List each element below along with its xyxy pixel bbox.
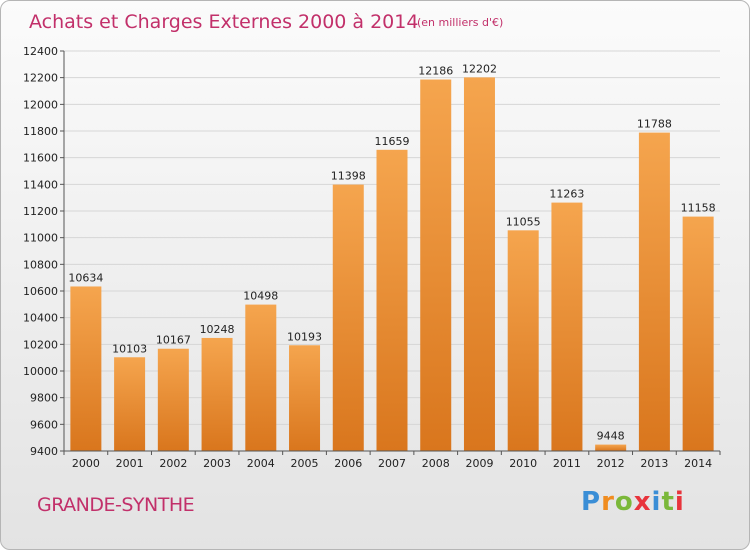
y-tick-label: 10800 <box>23 258 58 271</box>
x-tick-label: 2004 <box>247 457 275 470</box>
y-tick-label: 9800 <box>30 392 58 405</box>
bar-2008 <box>420 79 452 452</box>
y-tick-label: 12200 <box>23 72 58 85</box>
data-label-2002: 10167 <box>156 334 191 347</box>
y-tick-label: 12400 <box>23 45 58 58</box>
x-tick-label: 2012 <box>597 457 625 470</box>
logo-letter: t <box>661 487 675 517</box>
data-label-2001: 10103 <box>112 342 147 355</box>
logo-letter: i <box>674 487 685 517</box>
logo-letter: P <box>581 487 602 517</box>
axis-layer: 9400 9600 9800 10000 10200 10400 10600 10800 110… <box>23 45 721 470</box>
data-label-2008: 12186 <box>418 65 453 78</box>
y-tick-label: 11600 <box>23 152 58 165</box>
bar-2011 <box>551 202 583 451</box>
bar-2001 <box>114 357 146 451</box>
logo-letter: i <box>651 487 662 517</box>
x-tick-label: 2000 <box>72 457 100 470</box>
bar-2000 <box>70 286 102 451</box>
commune-name: GRANDE-SYNTHE <box>37 494 195 516</box>
data-label-2009: 12202 <box>462 62 497 75</box>
logo-letter: r <box>601 487 615 517</box>
y-tick-label: 9400 <box>30 445 58 458</box>
x-tick-label: 2011 <box>553 457 581 470</box>
proxiti-logo: Proxiti <box>581 487 685 517</box>
data-label-2013: 11788 <box>637 118 672 131</box>
bar-2004 <box>245 304 277 451</box>
data-label-2012: 9448 <box>597 430 625 443</box>
x-tick-label: 2006 <box>334 457 362 470</box>
x-tick-label: 2014 <box>684 457 712 470</box>
bar-2010 <box>507 230 539 451</box>
data-label-2003: 10248 <box>200 323 235 336</box>
y-tick-label: 11000 <box>23 232 58 245</box>
y-tick-label: 11800 <box>23 125 58 138</box>
bar-2013 <box>638 132 670 451</box>
bar-2002 <box>157 348 189 451</box>
bar-2012 <box>595 444 627 451</box>
data-label-2010: 11055 <box>506 215 541 228</box>
bar-2005 <box>289 345 321 451</box>
x-tick-label: 2007 <box>378 457 406 470</box>
chart-title: Achats et Charges Externes 2000 à 2014 <box>29 11 418 33</box>
data-label-2014: 11158 <box>681 202 716 215</box>
bar-2003 <box>201 337 233 451</box>
chart-subtitle: (en milliers d'€) <box>417 16 503 29</box>
data-label-2007: 11659 <box>375 135 410 148</box>
x-tick-label: 2005 <box>291 457 319 470</box>
data-label-2000: 10634 <box>68 271 103 284</box>
x-tick-label: 2013 <box>640 457 668 470</box>
y-tick-label: 10400 <box>23 312 58 325</box>
bar-2009 <box>463 77 495 452</box>
data-label-2005: 10193 <box>287 330 322 343</box>
y-tick-label: 11200 <box>23 205 58 218</box>
data-label-2004: 10498 <box>243 290 278 303</box>
y-tick-label: 11400 <box>23 178 58 191</box>
bar-layer: 10634 10103 10167 10248 10498 10193 11398 11659… <box>68 62 716 452</box>
x-tick-label: 2009 <box>465 457 493 470</box>
x-tick-label: 2002 <box>159 457 187 470</box>
x-tick-label: 2010 <box>509 457 537 470</box>
data-label-2006: 11398 <box>331 170 366 183</box>
x-tick-label: 2008 <box>422 457 450 470</box>
y-tick-label: 10200 <box>23 338 58 351</box>
y-tick-label: 10600 <box>23 285 58 298</box>
data-label-2011: 11263 <box>549 188 584 201</box>
bar-2014 <box>682 216 714 451</box>
logo-letter: o <box>614 487 634 517</box>
logo-letter: x <box>633 487 652 517</box>
y-tick-label: 9600 <box>30 418 58 431</box>
y-tick-label: 10000 <box>23 365 58 378</box>
x-tick-label: 2003 <box>203 457 231 470</box>
bar-2006 <box>332 184 364 451</box>
x-tick-label: 2001 <box>116 457 144 470</box>
bar-2007 <box>376 149 408 452</box>
y-tick-label: 12000 <box>23 98 58 111</box>
